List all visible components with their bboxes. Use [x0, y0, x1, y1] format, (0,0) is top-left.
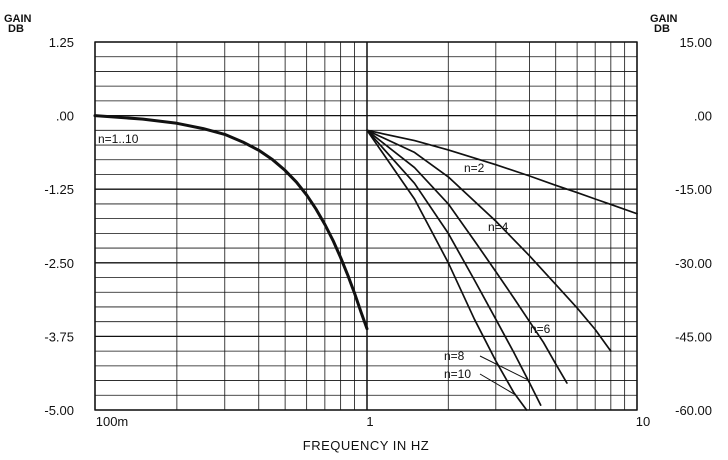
left-y-tick-label: .00 — [56, 109, 74, 124]
left-y-tick-label: 1.25 — [49, 35, 74, 50]
x-tick-label: 100m — [96, 414, 129, 429]
series-line-n-1-10 — [93, 114, 369, 331]
series-label-n-10: n=10 — [444, 367, 471, 381]
series-label-n-6: n=6 — [530, 322, 551, 336]
right-y-tick-label: -30.00 — [675, 256, 712, 271]
x-tick-label: 1 — [366, 414, 373, 429]
right-y-unit-line1: GAIN — [650, 13, 678, 25]
right-y-unit-line2: DB — [654, 23, 670, 35]
left-y-unit-line2: DB — [8, 23, 24, 35]
left-y-tick-label: -5.00 — [44, 403, 74, 418]
chart-curves — [93, 114, 638, 411]
x-tick-label: 10 — [636, 414, 650, 429]
left-y-unit-line1: GAIN — [4, 13, 32, 25]
series-line-n-4 — [366, 129, 612, 352]
plot-frame — [94, 41, 638, 411]
series-leader-line — [479, 373, 516, 396]
left-y-tick-label: -3.75 — [44, 329, 74, 344]
right-y-tick-label: -45.00 — [675, 329, 712, 344]
x-axis-label: FREQUENCY IN HZ — [303, 438, 429, 453]
annotation-label: n=1..10 — [98, 132, 139, 146]
series-leader-line — [479, 355, 529, 381]
series-label-n-2: n=2 — [464, 161, 485, 175]
series-line-n-6 — [366, 129, 568, 384]
series-label-n-4: n=4 — [488, 220, 509, 234]
left-y-tick-label: -2.50 — [44, 256, 74, 271]
right-y-tick-label: -60.00 — [675, 403, 712, 418]
series-line-n-8 — [366, 129, 542, 406]
series-label-n-8: n=8 — [444, 349, 465, 363]
right-y-tick-label: 15.00 — [679, 35, 712, 50]
left-y-tick-label: -1.25 — [44, 182, 74, 197]
chart-grid — [94, 41, 638, 411]
right-y-tick-label: .00 — [694, 109, 712, 124]
chart-labels: 1.25 .00 -1.25 -2.50 -3.75 -5.00 15.00 .00 -15.0… — [44, 35, 712, 429]
series-line-n-2 — [366, 129, 638, 215]
series-line-n-10 — [366, 129, 528, 411]
right-y-tick-label: -15.00 — [675, 182, 712, 197]
